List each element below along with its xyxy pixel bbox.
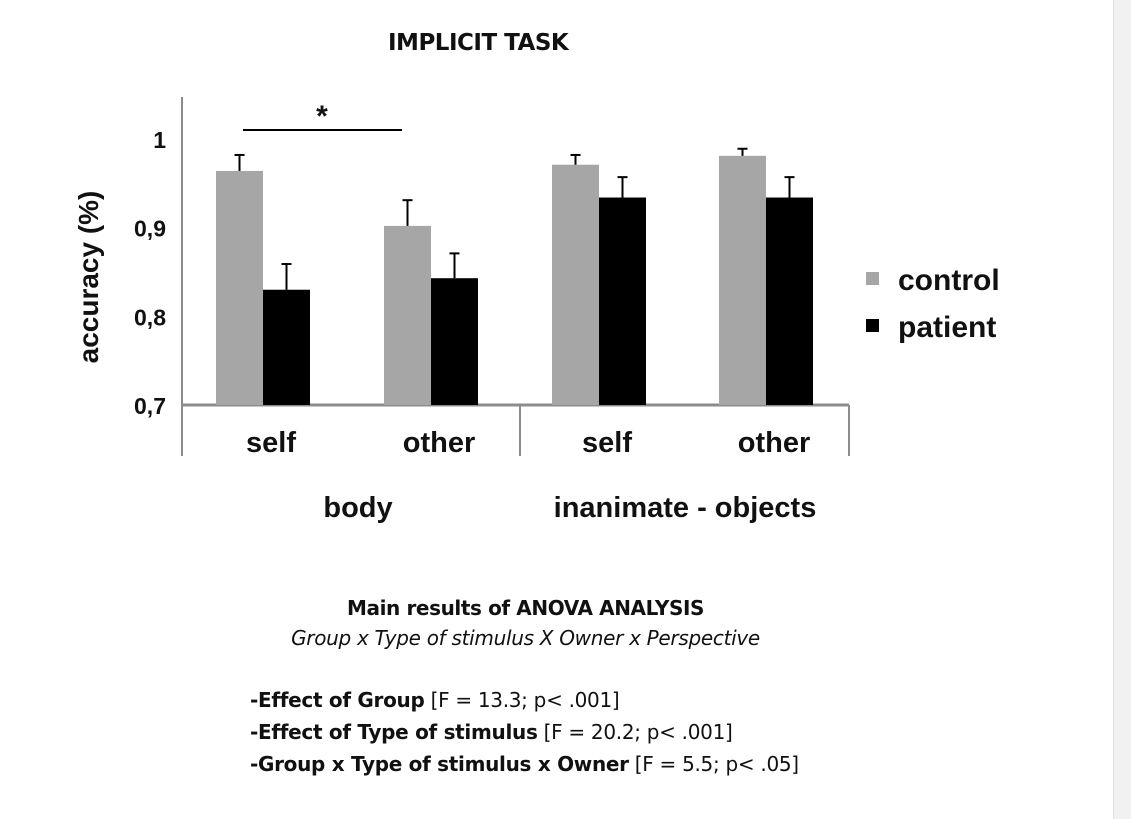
- y-tick-label: 0,9: [134, 216, 166, 242]
- anova-effect-item: -Group x Type of stimulus x Owner [F = 5…: [250, 752, 1051, 784]
- chart-title: IMPLICIT TASK: [388, 30, 569, 56]
- anova-title: Main results of ANOVA ANALYSIS: [346, 596, 704, 620]
- bar-patient: [263, 289, 310, 405]
- x-tick-label: self: [582, 427, 632, 459]
- anova-effects-list: -Effect of Group [F = 13.3; p< .001] -Ef…: [250, 688, 1051, 784]
- anova-panel: Main results of ANOVA ANALYSIS Group x T…: [0, 596, 1051, 784]
- anova-effect-label: -Effect of Type of stimulus: [250, 720, 538, 744]
- bar-patient: [431, 278, 478, 405]
- anova-subtitle: Group x Type of stimulus X Owner x Persp…: [291, 626, 760, 650]
- scrollbar-track[interactable]: [1113, 0, 1131, 819]
- anova-effect-item: -Effect of Type of stimulus [F = 20.2; p…: [250, 720, 1051, 752]
- anova-effect-label: -Effect of Group: [250, 688, 425, 712]
- bar-control: [719, 155, 766, 405]
- anova-effect-label: -Group x Type of stimulus x Owner: [250, 752, 629, 776]
- legend-label-control: control: [898, 264, 1000, 297]
- x-tick-label: other: [738, 427, 811, 459]
- y-tick-label: 1: [153, 127, 166, 153]
- anova-effect-stat: [F = 20.2; p< .001]: [543, 720, 733, 744]
- x-group-label: body: [323, 492, 392, 524]
- anova-effect-item: -Effect of Group [F = 13.3; p< .001]: [250, 688, 1051, 720]
- x-tick-label: self: [246, 427, 296, 459]
- legend-swatch-patient: [866, 319, 879, 332]
- y-axis-label: accuracy (%): [73, 191, 104, 364]
- anova-effect-stat: [F = 5.5; p< .05]: [634, 752, 799, 776]
- significance-marker: *: [316, 100, 328, 133]
- legend-swatch-control: [866, 272, 879, 285]
- bar-control: [216, 170, 263, 405]
- anova-effect-stat: [F = 13.3; p< .001]: [430, 688, 620, 712]
- x-group-label: inanimate - objects: [554, 492, 817, 524]
- bar-control: [552, 164, 599, 405]
- y-tick-label: 0,7: [134, 393, 166, 419]
- x-tick-label: other: [403, 427, 476, 459]
- legend-label-patient: patient: [898, 311, 996, 344]
- bar-control: [384, 225, 431, 405]
- bar-patient: [599, 197, 646, 405]
- bar-patient: [766, 197, 813, 405]
- bar-chart: 0,7 0,8 0,9 1 accuracy (%) self other self other…: [73, 97, 1000, 524]
- y-tick-label: 0,8: [134, 304, 166, 330]
